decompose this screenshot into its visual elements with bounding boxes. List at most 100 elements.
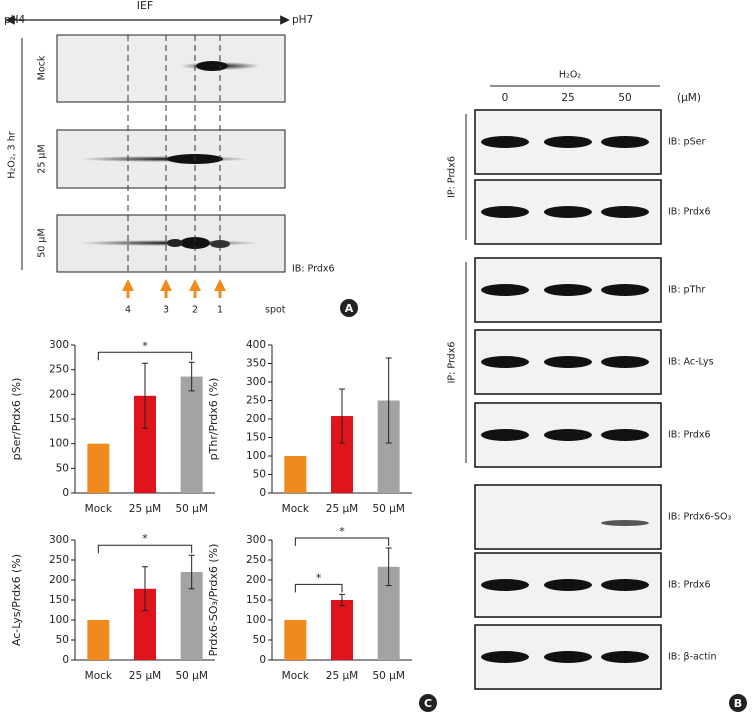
y-tick-label: 150 [246,432,266,444]
blot-label: IB: pThr [668,285,705,296]
band [481,429,529,441]
y-tick-label: 0 [62,654,69,666]
dose-label: 50 [618,92,631,104]
treatment-label: H₂O₂ [559,70,581,81]
band [544,579,592,591]
error-bar [188,554,195,590]
y-tick-label: 250 [49,554,69,566]
band [544,284,592,296]
bar [180,376,203,493]
y-tick-label: 350 [246,358,266,370]
band [601,356,649,368]
y-tick-label: 100 [246,614,266,626]
dose-label: 0 [502,92,509,104]
error-bar [188,361,195,392]
bar [134,588,156,660]
error-bar [142,566,148,612]
x-tick-label: 25 µM [129,503,161,515]
x-tick-label: 25 µM [326,503,358,515]
bar [331,600,353,660]
ief-label: IEF [137,0,154,12]
y-tick-label: 150 [246,594,266,606]
error-bar [339,593,345,607]
y-tick-label: 50 [56,634,69,646]
y-axis-label: Prdx6-SO₃/Prdx6 (%) [207,544,220,657]
significance-label: * [339,525,345,538]
spot-number: 1 [217,305,223,316]
band [544,206,592,218]
x-tick-label: 50 µM [175,670,207,682]
panel-label: A [345,302,354,315]
y-tick-label: 200 [49,574,69,586]
blot-label: IB: Ac-Lys [668,357,714,368]
treatment-label: H₂O₂, 3 hr [7,131,18,178]
y-tick-label: 0 [259,487,266,499]
y-tick-label: 50 [253,634,266,646]
bar [87,620,110,660]
y-tick-label: 300 [246,376,266,388]
significance-label: * [142,339,148,352]
band [544,429,592,441]
spot-number: 4 [125,305,131,316]
y-tick-label: 250 [246,395,266,407]
band [601,284,649,296]
panel-badge [419,694,437,712]
band [544,356,592,368]
unit-label: (µM) [677,92,701,104]
y-tick-label: 50 [56,462,69,474]
significance-bracket [294,537,390,546]
error-bar [142,362,148,429]
error-bar [339,388,345,444]
bar [377,400,400,493]
y-tick-label: 400 [246,339,266,351]
y-tick-label: 100 [49,614,69,626]
y-tick-label: 150 [49,594,69,606]
x-tick-label: Mock [282,670,310,682]
y-tick-label: 300 [49,534,69,546]
error-bar [385,547,392,587]
y-tick-label: 100 [246,450,266,462]
x-tick-label: Mock [282,503,310,515]
y-tick-label: 300 [49,339,69,351]
y-tick-label: 250 [246,554,266,566]
y-tick-label: 100 [49,438,69,450]
spot-number: 3 [163,305,169,316]
bar [87,443,110,493]
band [481,206,529,218]
bar [180,572,203,660]
band [601,579,649,591]
blot-label: IB: Prdx6 [668,580,711,591]
significance-bracket [97,351,193,361]
x-tick-label: 50 µM [372,670,404,682]
blot-label: IB: β-actin [668,652,716,663]
x-tick-label: Mock [85,503,113,515]
dose-label: 25 [561,92,574,104]
panel-label: B [734,697,742,710]
blot-label: IB: Prdx6 [668,430,711,441]
band [601,520,649,526]
ip-label: IP: Prdx6 [447,342,458,384]
x-tick-label: 50 µM [372,503,404,515]
bar [377,566,400,660]
band [601,206,649,218]
x-tick-label: 50 µM [175,503,207,515]
band [481,579,529,591]
x-tick-label: 25 µM [129,670,161,682]
y-tick-label: 50 [253,469,266,481]
blot-label: IB: Prdx6 [292,264,335,275]
y-tick-label: 200 [246,413,266,425]
bar [284,620,307,660]
y-tick-label: 250 [49,364,69,376]
band [544,651,592,663]
significance-label: * [316,571,322,584]
band [481,136,529,148]
bar [331,416,353,493]
y-tick-label: 0 [62,487,69,499]
significance-bracket [97,544,193,554]
row-label: 50 µM [37,228,48,257]
y-axis-label: pSer/Prdx6 (%) [10,378,23,461]
y-tick-label: 150 [49,413,69,425]
blot-label: IB: Prdx6-SO₃ [668,512,731,523]
y-axis-label: Ac-Lys/Prdx6 (%) [10,554,23,646]
